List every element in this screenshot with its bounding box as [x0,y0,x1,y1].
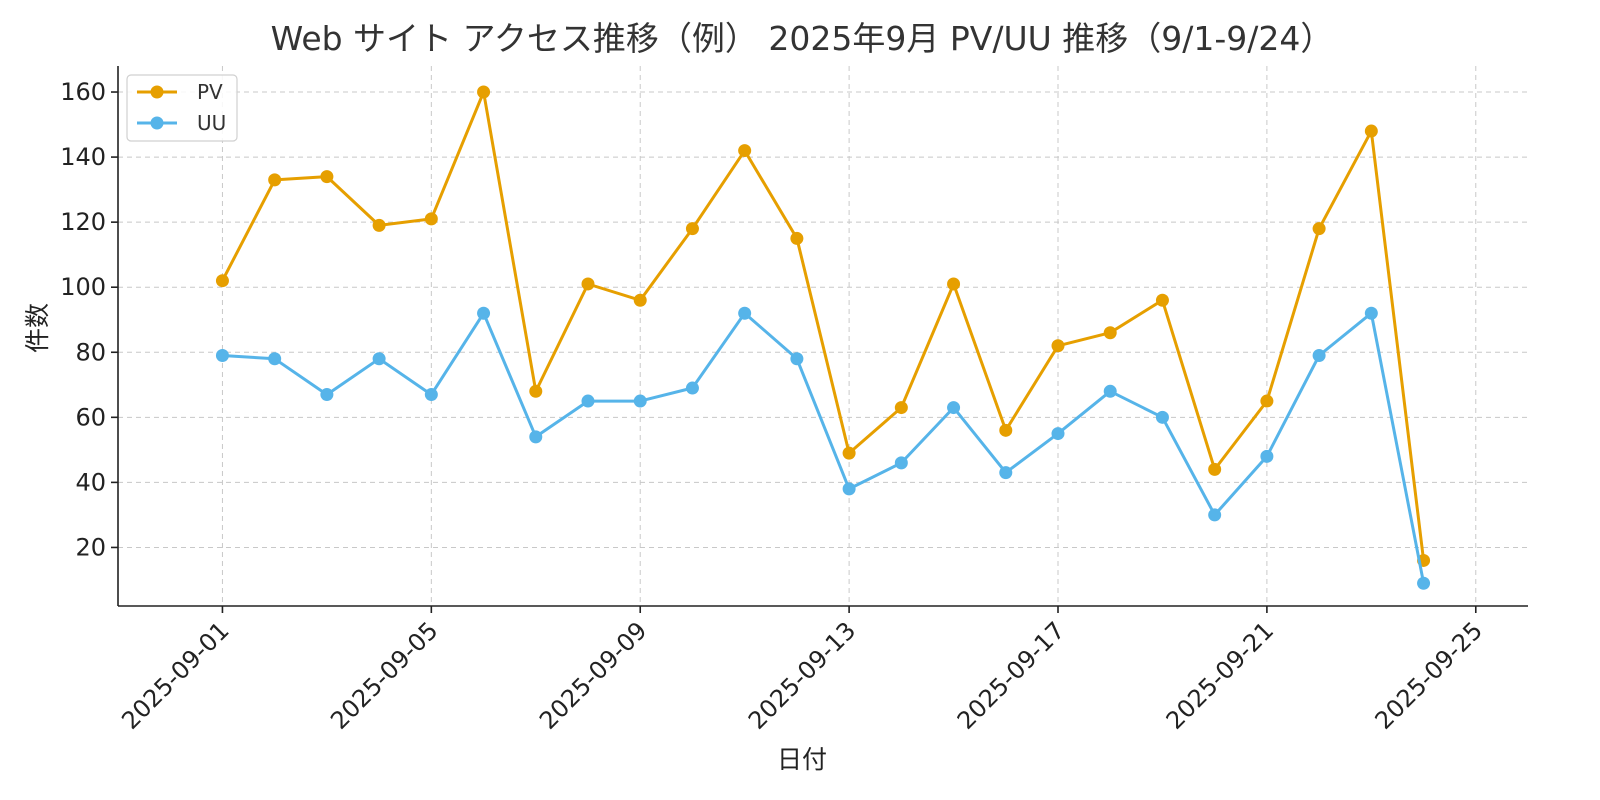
data-point [1051,427,1065,441]
data-point [372,352,386,366]
data-point [842,482,856,496]
data-point [268,173,282,187]
legend-swatch-marker [150,85,164,99]
data-point [1312,222,1326,236]
data-point [320,388,334,402]
data-point [581,394,595,408]
y-tick-label: 100 [60,273,106,301]
series-uu [215,306,1431,590]
data-point [947,277,961,291]
data-point [477,306,491,320]
data-point [790,231,804,245]
data-point [685,222,699,236]
data-point [1260,449,1274,463]
data-point [215,349,229,363]
data-point [424,388,438,402]
data-point [999,423,1013,437]
series-line-uu [222,311,1426,584]
legend-item-pv: PV [137,80,223,104]
data-point [633,394,647,408]
data-point [1364,124,1378,138]
x-tick-label: 2025-09-09 [534,616,652,734]
data-point [1155,410,1169,424]
data-point [424,212,438,226]
x-tick-label: 2025-09-13 [743,616,861,734]
data-point [1312,349,1326,363]
x-tick-label: 2025-09-21 [1161,616,1279,734]
data-point [633,293,647,307]
legend-label: PV [197,80,223,104]
x-tick-label: 2025-09-25 [1370,616,1488,734]
data-point [790,352,804,366]
y-tick-label: 20 [75,533,106,561]
data-point [999,466,1013,480]
chart-title: Web サイト アクセス推移（例） 2025年9月 PV/UU 推移（9/1-9… [271,19,1334,58]
data-point [529,430,543,444]
y-tick-label: 40 [75,468,106,496]
axes: 20 40 60 80 100 120 140 160 2025-09-01 2025-09-05… [60,66,1528,735]
data-point [268,352,282,366]
data-point [894,456,908,470]
data-point [320,170,334,184]
data-point [842,446,856,460]
data-point [372,218,386,232]
series-pv [215,85,1431,567]
data-point [1155,293,1169,307]
x-tick-label: 2025-09-05 [325,616,443,734]
data-point [738,306,752,320]
legend-swatch-marker [150,116,164,130]
data-point [215,274,229,288]
data-point [1417,576,1431,590]
y-tick-label: 80 [75,338,106,366]
y-tick-label: 60 [75,403,106,431]
data-point [894,401,908,415]
y-tick-label: 160 [60,78,106,106]
data-point [738,144,752,158]
legend: PV UU [126,74,238,142]
grid [118,66,1528,606]
x-axis-label: 日付 [777,745,827,774]
x-tick-label: 2025-09-01 [116,616,234,734]
data-point [1208,462,1222,476]
series-line-pv [221,90,1426,561]
data-point [1051,339,1065,353]
legend-label: UU [197,111,226,135]
x-tick-label: 2025-09-17 [952,616,1070,734]
data-point [581,277,595,291]
data-point [529,384,543,398]
data-point [1364,306,1378,320]
data-point [1208,508,1222,522]
y-axis-label: 件数 [23,303,52,353]
data-point [1103,326,1117,340]
data-point [477,85,491,99]
legend-item-uu: UU [137,111,226,135]
data-point [685,381,699,395]
data-point [947,401,961,415]
y-tick-label: 140 [60,143,106,171]
data-point [1103,384,1117,398]
y-tick-label: 120 [60,208,106,236]
data-point [1260,394,1274,408]
series-layer [215,85,1431,590]
